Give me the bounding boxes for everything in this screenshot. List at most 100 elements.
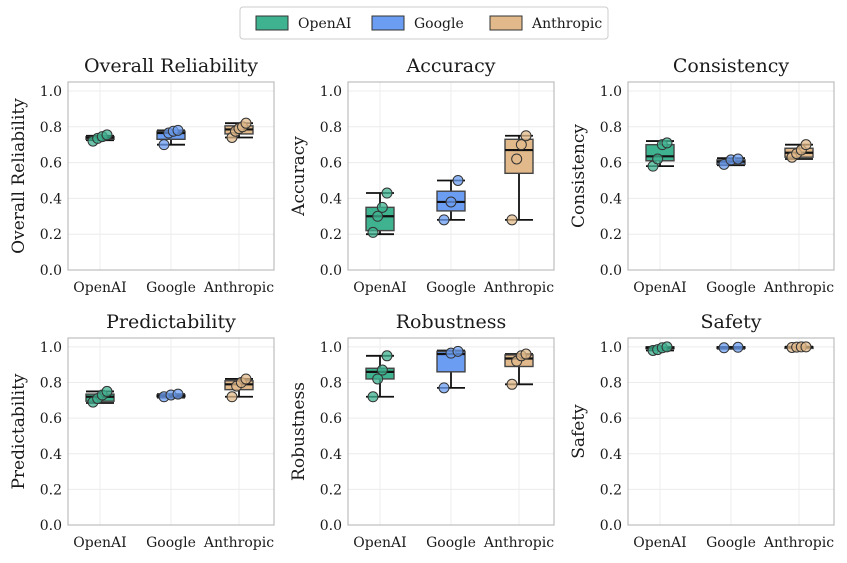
box-openai [365, 187, 395, 238]
data-point [376, 201, 388, 213]
xtick-label-openai: OpenAI [73, 535, 126, 551]
xtick-label-anthropic: Anthropic [203, 535, 274, 551]
data-point [732, 153, 744, 165]
ytick-label: 0.2 [40, 227, 62, 243]
panel-robustness: 0.0 0.2 0.4 0.6 0.8 1.0 OpenAI Google Anthropic R… [289, 311, 555, 551]
panel-consistency: 0.0 0.2 0.4 0.6 0.8 1.0 OpenAI Google Anthropic C… [569, 55, 835, 296]
y-axis-label: Accuracy [289, 136, 309, 217]
box-google [156, 124, 186, 151]
xtick-label-google: Google [426, 535, 476, 551]
data-point [520, 130, 532, 142]
ytick-label: 1.0 [40, 84, 62, 100]
data-point [445, 196, 457, 208]
data-point [506, 378, 518, 390]
data-point [101, 385, 113, 397]
legend: OpenAI Google Anthropic [239, 6, 609, 40]
data-point [226, 391, 238, 403]
ytick-label: 0.8 [40, 376, 62, 392]
panel-safety: 0.0 0.2 0.4 0.6 0.8 1.0 OpenAI Google Anthropic S… [569, 311, 835, 551]
legend-label-google: Google [414, 16, 464, 32]
panel-overall-reliability: 0.0 0.2 0.4 0.6 0.8 1.0 OpenAI Google Anthropic O… [9, 55, 275, 296]
legend-swatch-openai [255, 15, 289, 31]
legend-label-anthropic: Anthropic [531, 16, 602, 32]
ytick-label: 0.6 [40, 411, 62, 427]
xtick-label-anthropic: Anthropic [203, 280, 274, 296]
data-point [240, 117, 252, 129]
y-axis-label: Robustness [289, 382, 309, 481]
ytick-label: 0.0 [600, 518, 622, 534]
xtick-label-openai: OpenAI [353, 535, 406, 551]
box-openai [85, 385, 115, 408]
legend-box: OpenAI Google Anthropic [239, 6, 609, 40]
data-point [452, 345, 464, 357]
ytick-label: 1.0 [40, 340, 62, 356]
ytick-label: 1.0 [600, 340, 622, 356]
data-point [511, 153, 523, 165]
ytick-label: 0.8 [600, 376, 622, 392]
data-point [372, 373, 384, 385]
ytick-label: 1.0 [600, 84, 622, 100]
ytick-label: 0.2 [600, 482, 622, 498]
plot-frame [347, 337, 555, 526]
legend-swatch-anthropic [489, 15, 523, 31]
box-openai [645, 341, 675, 356]
data-point [506, 214, 518, 226]
box-anthropic [504, 130, 534, 226]
ytick-label: 1.0 [320, 340, 342, 356]
data-point [452, 174, 464, 186]
y-axis-label: Consistency [569, 124, 589, 228]
panel-title: Robustness [396, 311, 507, 333]
plot-frame [67, 337, 275, 526]
xtick-label-google: Google [706, 535, 756, 551]
data-point [172, 124, 184, 136]
ytick-label: 0.0 [600, 263, 622, 279]
box-anthropic [784, 341, 814, 353]
box-openai [365, 350, 395, 403]
xtick-label-anthropic: Anthropic [483, 535, 554, 551]
plot-frame [67, 81, 275, 271]
xtick-label-google: Google [706, 280, 756, 296]
ytick-label: 0.4 [600, 447, 622, 463]
legend-swatch-google [371, 15, 405, 31]
ytick-label: 0.8 [320, 376, 342, 392]
data-point [240, 373, 252, 385]
data-point [520, 348, 532, 360]
ytick-label: 0.8 [600, 120, 622, 136]
data-point [718, 342, 730, 354]
xtick-label-openai: OpenAI [633, 535, 686, 551]
data-point [367, 391, 379, 403]
data-point [515, 139, 527, 151]
ytick-label: 0.0 [320, 518, 342, 534]
panel-predictability: 0.0 0.2 0.4 0.6 0.8 1.0 OpenAI Google Anthropic P… [9, 311, 275, 551]
plot-frame [347, 81, 555, 271]
panel-title: Accuracy [405, 55, 495, 77]
box-google [716, 153, 746, 170]
box-anthropic [784, 139, 814, 163]
ytick-label: 0.0 [320, 263, 342, 279]
data-point [172, 388, 184, 400]
box-google [436, 345, 466, 394]
xtick-label-anthropic: Anthropic [483, 280, 554, 296]
box-openai [85, 129, 115, 147]
panel-accuracy: 0.0 0.2 0.4 0.6 0.8 1.0 OpenAI Google Anthropic A… [289, 55, 555, 296]
ytick-label: 0.0 [40, 263, 62, 279]
ytick-label: 1.0 [320, 84, 342, 100]
data-point [661, 137, 673, 149]
xtick-label-anthropic: Anthropic [763, 535, 834, 551]
legend-frame [239, 6, 609, 40]
box-anthropic [504, 348, 534, 390]
ytick-label: 0.2 [600, 227, 622, 243]
panel-title: Predictability [106, 311, 236, 333]
ytick-label: 0.6 [320, 411, 342, 427]
ytick-label: 0.4 [320, 447, 342, 463]
y-axis-label: Safety [569, 404, 589, 459]
data-point [661, 341, 673, 353]
xtick-label-google: Google [146, 280, 196, 296]
panel-title: Safety [701, 311, 762, 333]
ytick-label: 0.4 [320, 191, 342, 207]
data-point [367, 226, 379, 238]
box-google [436, 174, 466, 226]
xtick-label-google: Google [426, 280, 476, 296]
box-anthropic [224, 117, 254, 144]
